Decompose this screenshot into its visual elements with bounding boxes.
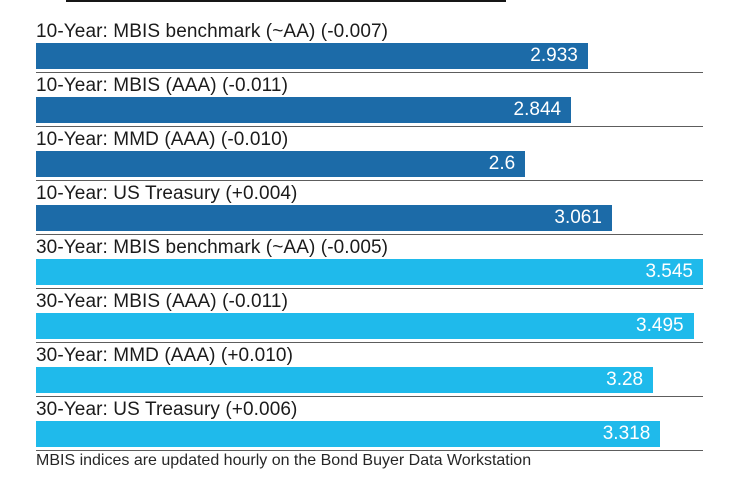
top-rule-divider [66, 0, 506, 2]
bar-label: 30-Year: US Treasury (+0.006) [36, 399, 298, 420]
bar-label: 10-Year: MBIS (AAA) (-0.011) [36, 75, 289, 96]
bar-label: 10-Year: MBIS benchmark (~AA) (-0.007) [36, 21, 389, 42]
chart-row: 10-Year: MBIS benchmark (~AA) (-0.007) 2… [36, 21, 703, 73]
chart-row: 30-Year: US Treasury (+0.006) 3.318 [36, 399, 703, 451]
bar-track: 2.6 [36, 151, 703, 177]
bar-track: 3.495 [36, 313, 703, 339]
bar: 3.545 [36, 259, 703, 285]
bar: 3.061 [36, 205, 612, 231]
bar-label: 30-Year: MBIS (AAA) (-0.011) [36, 291, 289, 312]
bar-track: 2.933 [36, 43, 703, 69]
bar-value: 2.844 [513, 99, 562, 120]
bar-value: 3.545 [645, 261, 693, 282]
chart-footnote: MBIS indices are updated hourly on the B… [36, 452, 532, 469]
bar-value: 3.28 [606, 369, 644, 390]
bar: 3.318 [36, 421, 661, 447]
bar-label: 30-Year: MBIS benchmark (~AA) (-0.005) [36, 237, 389, 258]
bar-value: 3.318 [602, 423, 651, 444]
row-separator-line [36, 234, 703, 235]
chart-row: 10-Year: MBIS (AAA) (-0.011) 2.844 [36, 75, 703, 127]
bar-track: 3.545 [36, 259, 703, 285]
bar-track: 3.061 [36, 205, 703, 231]
row-separator-line [36, 126, 703, 127]
chart-row: 10-Year: US Treasury (+0.004) 3.061 [36, 183, 703, 235]
bar: 3.28 [36, 367, 654, 393]
row-separator-line [36, 180, 703, 181]
bar: 2.844 [36, 97, 572, 123]
bar-chart-area: 10-Year: MBIS benchmark (~AA) (-0.007) 2… [36, 21, 703, 453]
bar: 2.933 [36, 43, 588, 69]
row-separator-line [36, 342, 703, 343]
chart-row: 10-Year: MMD (AAA) (-0.010) 2.6 [36, 129, 703, 181]
bar: 2.6 [36, 151, 526, 177]
bar-label: 30-Year: MMD (AAA) (+0.010) [36, 345, 294, 366]
bar-track: 3.28 [36, 367, 703, 393]
row-separator-line [36, 72, 703, 73]
chart-row: 30-Year: MBIS benchmark (~AA) (-0.005) 3… [36, 237, 703, 289]
bar-track: 3.318 [36, 421, 703, 447]
chart-row: 30-Year: MMD (AAA) (+0.010) 3.28 [36, 345, 703, 397]
chart-row: 30-Year: MBIS (AAA) (-0.011) 3.495 [36, 291, 703, 343]
bar: 3.495 [36, 313, 694, 339]
chart-rows: 10-Year: MBIS benchmark (~AA) (-0.007) 2… [36, 21, 703, 451]
bar-label: 10-Year: MMD (AAA) (-0.010) [36, 129, 289, 150]
row-separator-line [36, 450, 703, 451]
bar-value: 3.495 [636, 315, 684, 336]
bar-track: 2.844 [36, 97, 703, 123]
bar-value: 2.6 [488, 153, 516, 174]
bar-label: 10-Year: US Treasury (+0.004) [36, 183, 298, 204]
row-separator-line [36, 396, 703, 397]
bar-value: 2.933 [530, 45, 578, 66]
bar-value: 3.061 [554, 207, 602, 228]
row-separator-line [36, 288, 703, 289]
